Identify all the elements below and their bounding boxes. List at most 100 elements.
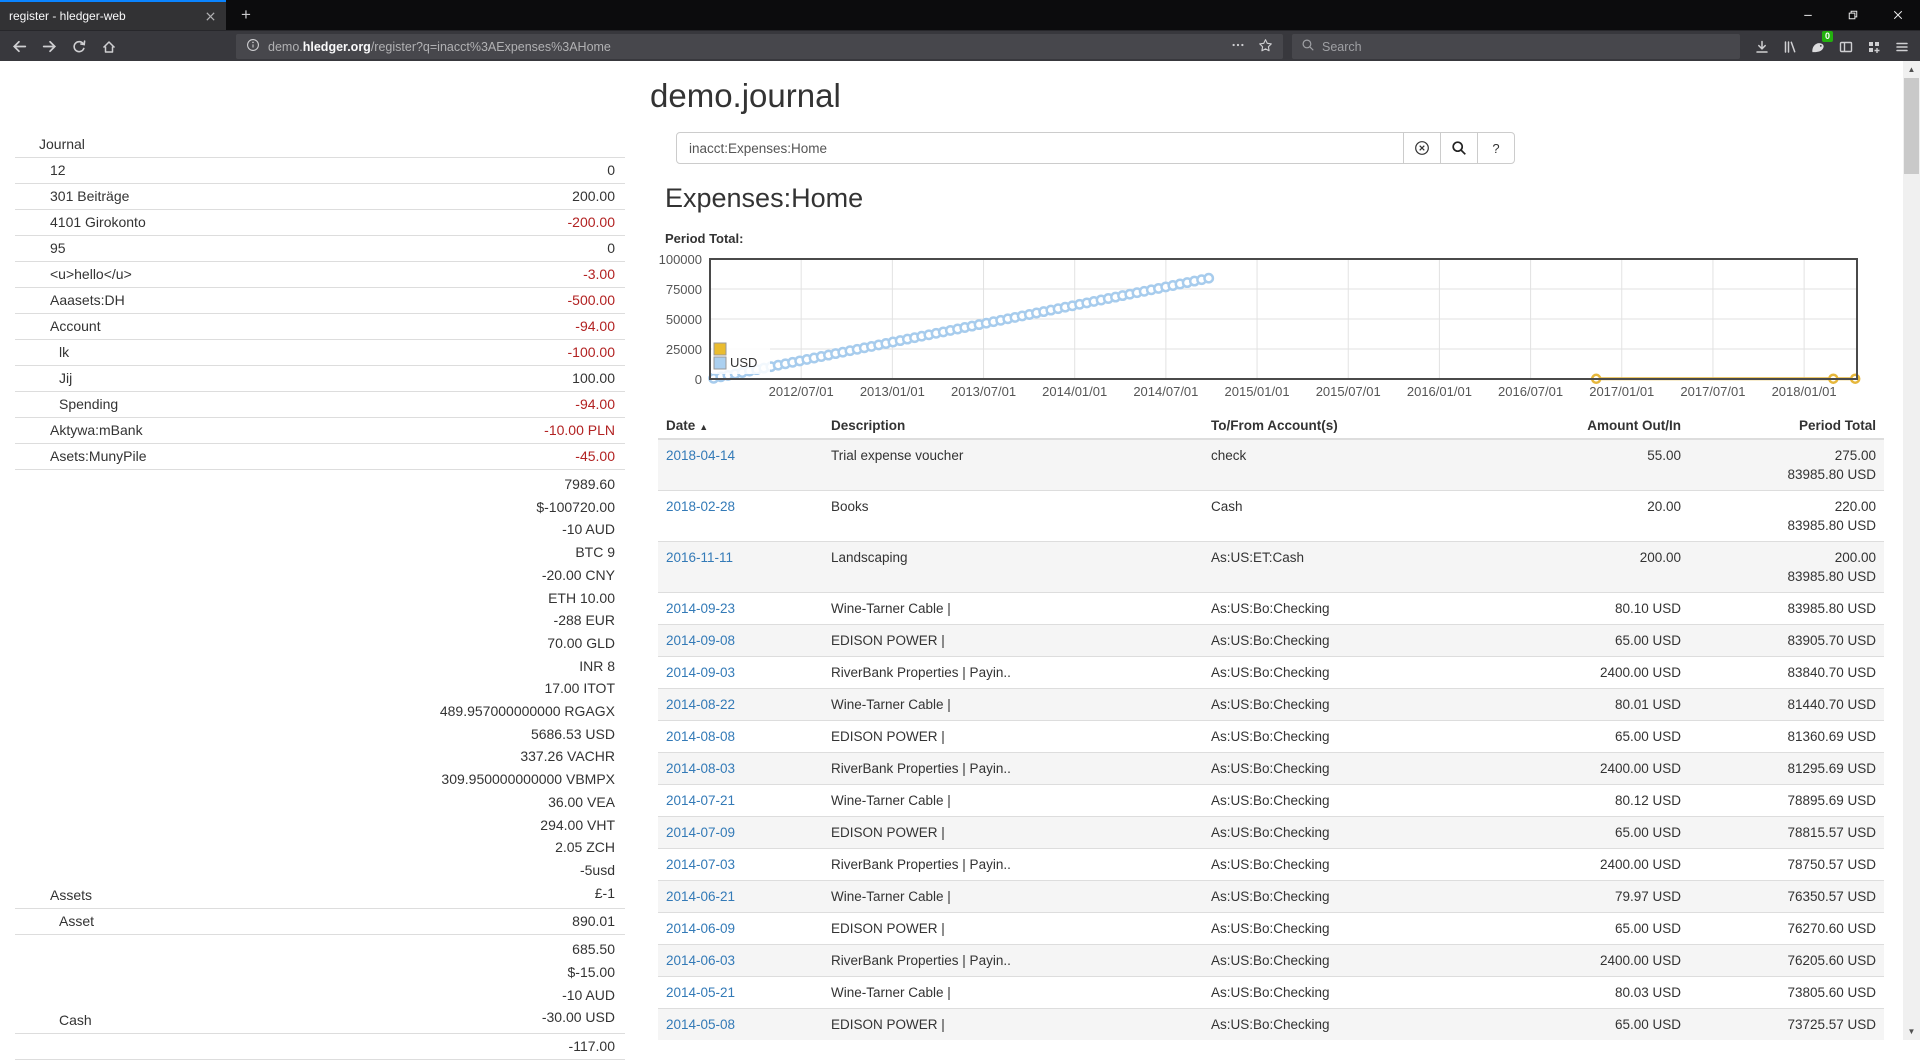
account-link[interactable]: Spending [15,391,269,418]
transaction-date-link[interactable]: 2018-04-14 [666,448,736,463]
apps-grid-icon[interactable] [1860,39,1888,55]
account-link[interactable]: Aaasets:DH [15,287,269,314]
svg-text:100000: 100000 [659,252,702,267]
account-link[interactable]: 12 [15,157,269,184]
sidebars-icon[interactable] [1832,39,1860,55]
account-link[interactable] [15,1033,269,1060]
account-link[interactable]: Aktywa:mBank [15,417,269,444]
tab-close-icon[interactable] [204,10,217,23]
transaction-date-link[interactable]: 2014-08-22 [666,697,736,712]
account-link[interactable]: Assets [15,469,269,910]
back-icon[interactable] [4,38,34,55]
transaction-date-link[interactable]: 2016-11-11 [666,550,734,565]
svg-text:2016/07/01: 2016/07/01 [1498,384,1563,399]
period-total-chart: 0 25000 50000 75000 100000 2012/07/01 2013/01/… [659,252,1861,399]
account-link[interactable]: Cash [15,934,269,1035]
account-balance: 7989.60 $-100720.00 -10 AUD BTC 9 -20.00 CNY… [268,469,625,910]
scroll-up-icon[interactable]: ▲ [1907,65,1916,74]
transaction-period-total: 78815.57 USD [1689,816,1884,849]
menu-hamburger-icon[interactable] [1888,39,1916,55]
account-balance: 890.01 [268,908,625,936]
transaction-account: As:US:Bo:Checking [1203,688,1493,721]
account-link[interactable]: Jij [15,365,269,392]
transaction-date-link[interactable]: 2014-06-21 [666,889,736,904]
download-icon[interactable] [1748,39,1776,55]
transaction-date-link[interactable]: 2018-02-28 [666,499,736,514]
account-balance: -10.00 PLN [268,417,625,444]
extension-icon[interactable]: 0 [1804,30,1833,56]
scrollbar-thumb[interactable] [1904,78,1919,174]
window-restore-icon[interactable] [1830,0,1875,30]
column-header-amount[interactable]: Amount Out/In [1493,413,1689,440]
browser-tab[interactable]: register - hledger-web [0,0,226,30]
transaction-date-link[interactable]: 2014-08-03 [666,761,736,776]
account-link[interactable]: 95 [15,235,269,262]
sidebar-account-row: 12 0 [15,157,625,184]
register-row: 2018-02-28 Books Cash 20.00 220.00 83985.80 U… [658,490,1884,542]
reload-icon[interactable] [64,39,94,55]
transaction-date-link[interactable]: 2014-08-08 [666,729,736,744]
query-input[interactable] [676,132,1404,164]
sidebar-account-row: lk -100.00 [15,339,625,366]
page-scrollbar[interactable]: ▲ ▼ [1903,61,1920,1040]
sidebar-account-row: 95 0 [15,235,625,262]
transaction-date-link[interactable]: 2014-06-03 [666,953,736,968]
transaction-amount: 80.01 USD [1493,688,1689,721]
account-balance: -500.00 [268,287,625,314]
transaction-date-link[interactable]: 2014-05-21 [666,985,736,1000]
library-icon[interactable] [1776,39,1804,55]
transaction-date-link[interactable]: 2014-09-08 [666,633,736,648]
transaction-date-link[interactable]: 2014-07-21 [666,793,736,808]
column-header-description[interactable]: Description [823,413,1203,440]
page-actions-icon[interactable] [1231,38,1245,55]
account-link[interactable]: Asset [15,908,269,936]
transaction-period-total: 76270.60 USD [1689,912,1884,945]
transaction-date-link[interactable]: 2014-09-03 [666,665,736,680]
column-header-account[interactable]: To/From Account(s) [1203,413,1493,440]
journal-link[interactable]: Journal [39,136,85,152]
transaction-description: Landscaping [823,541,1203,593]
transaction-amount: 65.00 USD [1493,624,1689,657]
window-controls [1785,0,1920,30]
column-header-date[interactable]: Date ▲ [658,413,823,440]
new-tab-button[interactable]: + [241,5,251,24]
account-link[interactable]: <u>hello</u> [15,261,269,288]
bookmark-star-icon[interactable] [1258,38,1273,56]
account-link[interactable]: lk [15,339,269,366]
register-table: Date ▲ Description To/From Account(s) Amo… [658,413,1884,1040]
transaction-amount: 65.00 USD [1493,816,1689,849]
transaction-period-total: 200.00 83985.80 USD [1689,541,1884,593]
site-info-icon[interactable] [246,38,260,55]
transaction-date-link[interactable]: 2014-06-09 [666,921,736,936]
account-link[interactable]: 4101 Girokonto [15,209,269,236]
account-balance: -200.00 [268,209,625,236]
sidebar-account-row: Assets 7989.60 $-100720.00 -10 AUD BTC 9 -20.… [15,469,625,910]
window-close-icon[interactable] [1875,0,1920,30]
submit-search-button[interactable] [1440,132,1478,164]
transaction-amount: 200.00 [1493,541,1689,593]
transaction-account: As:US:Bo:Checking [1203,656,1493,689]
browser-search-field[interactable]: Search [1292,34,1740,59]
transaction-date-link[interactable]: 2014-07-09 [666,825,736,840]
window-minimize-icon[interactable] [1785,0,1830,30]
transaction-account: As:US:Bo:Checking [1203,784,1493,817]
clear-query-button[interactable] [1403,132,1441,164]
register-row: 2014-09-08 EDISON POWER | As:US:Bo:Checkin… [658,624,1884,657]
help-button[interactable]: ? [1477,132,1515,164]
account-link[interactable]: 301 Beiträge [15,183,269,210]
column-header-period-total[interactable]: Period Total [1689,413,1884,440]
account-balance: 0 [268,235,625,262]
transaction-date-link[interactable]: 2014-07-03 [666,857,736,872]
scroll-down-icon[interactable]: ▼ [1907,1027,1916,1036]
svg-text:2017/01/01: 2017/01/01 [1589,384,1654,399]
transaction-date-link[interactable]: 2014-05-08 [666,1017,736,1032]
transaction-date-link[interactable]: 2014-09-23 [666,601,736,616]
transaction-period-total: 83840.70 USD [1689,656,1884,689]
transaction-amount: 20.00 [1493,490,1689,542]
url-bar[interactable]: demo.hledger.org/register?q=inacct%3AExp… [236,34,1283,59]
home-icon[interactable] [94,39,124,55]
svg-text:50000: 50000 [666,312,702,327]
account-link[interactable]: Account [15,313,269,340]
account-link[interactable]: Asets:MunyPile [15,443,269,470]
forward-icon[interactable] [34,38,64,55]
